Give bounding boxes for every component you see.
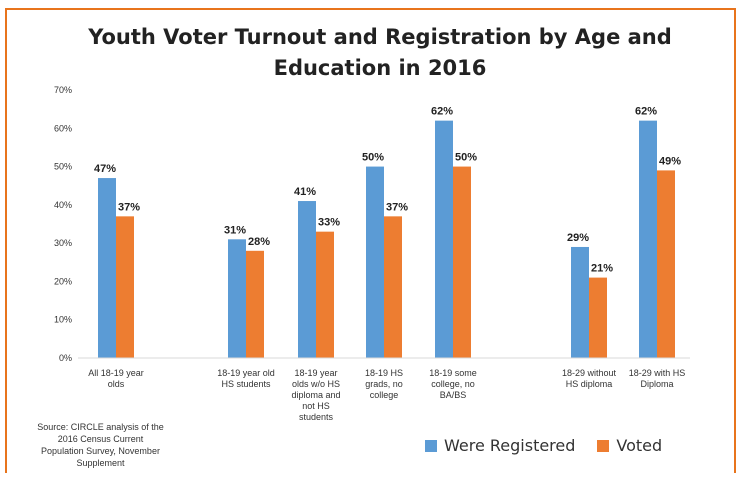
y-tick-label: 60%: [54, 123, 72, 133]
bar-voted: [453, 166, 471, 358]
data-label: 62%: [635, 106, 657, 118]
legend-item-voted: Voted: [597, 436, 662, 455]
bar-voted: [316, 231, 334, 358]
data-label: 41%: [294, 186, 316, 198]
x-tick-label: 18-19 year olds w/o HS diploma and not HS st…: [291, 368, 340, 422]
bar-registered: [298, 201, 316, 358]
x-tick-label: 18-19 HS grads, no college: [365, 368, 403, 400]
bar-voted: [589, 277, 607, 358]
y-tick-label: 30%: [54, 238, 72, 248]
bar-registered: [435, 120, 453, 358]
source-note: Source: CIRCLE analysis of the 2016 Cens…: [37, 422, 164, 468]
legend-label-voted: Voted: [616, 436, 663, 455]
data-label: 37%: [386, 201, 408, 213]
x-tick-label: 18-29 without HS diploma: [562, 368, 617, 389]
data-label: 50%: [455, 152, 477, 164]
x-tick-label: All 18-19 year olds: [88, 368, 144, 389]
data-labels: 47% 37% 31%28% 41% 33% 50% 37% 62% 50% 29% 21% 62% 4…: [94, 106, 681, 275]
bar-registered: [366, 166, 384, 358]
data-label: 37%: [118, 201, 140, 213]
legend-label-registered: Were Registered: [444, 436, 576, 455]
bar-voted: [246, 250, 264, 358]
data-label: 29%: [567, 232, 589, 244]
bar-voted: [384, 216, 402, 358]
chart-title: Youth Voter Turnout and Registration by …: [88, 25, 672, 80]
bar-registered: [639, 120, 657, 358]
x-tick-label: 18-19 some college, no BA/BS: [429, 368, 477, 400]
x-axis: All 18-19 year olds 18-19 year old HS stude…: [78, 357, 690, 422]
data-label: 31%: [224, 224, 246, 236]
bar-registered: [98, 178, 116, 358]
frame-border: [5, 8, 736, 473]
y-tick-label: 20%: [54, 276, 72, 286]
x-tick-label: 18-19 year old HS students: [217, 368, 275, 389]
legend-item-registered: Were Registered: [425, 436, 575, 455]
data-label: 33%: [318, 217, 340, 229]
bar-voted: [116, 216, 134, 358]
legend-swatch-voted: [597, 439, 610, 452]
y-axis: 0% 10% 20% 30% 40% 50% 60% 70%: [54, 85, 72, 363]
data-label: 47%: [94, 163, 116, 175]
bar-registered: [228, 239, 246, 358]
bar-registered: [571, 246, 589, 358]
data-label: 28%: [248, 236, 270, 248]
bars: [98, 120, 675, 358]
legend-swatch-registered: [425, 439, 437, 452]
data-label: 62%: [431, 106, 453, 118]
y-tick-label: 50%: [54, 162, 72, 172]
y-tick-label: 10%: [54, 315, 72, 325]
legend: Were Registered Voted: [425, 436, 684, 455]
data-label: 50%: [362, 152, 384, 164]
x-tick-label: 18-29 with HS Diploma: [629, 368, 686, 389]
data-label: 49%: [659, 155, 681, 167]
y-tick-label: 70%: [54, 85, 72, 95]
y-tick-label: 40%: [54, 200, 72, 210]
data-label: 21%: [591, 263, 613, 275]
y-tick-label: 0%: [59, 353, 72, 363]
bar-voted: [657, 170, 675, 358]
